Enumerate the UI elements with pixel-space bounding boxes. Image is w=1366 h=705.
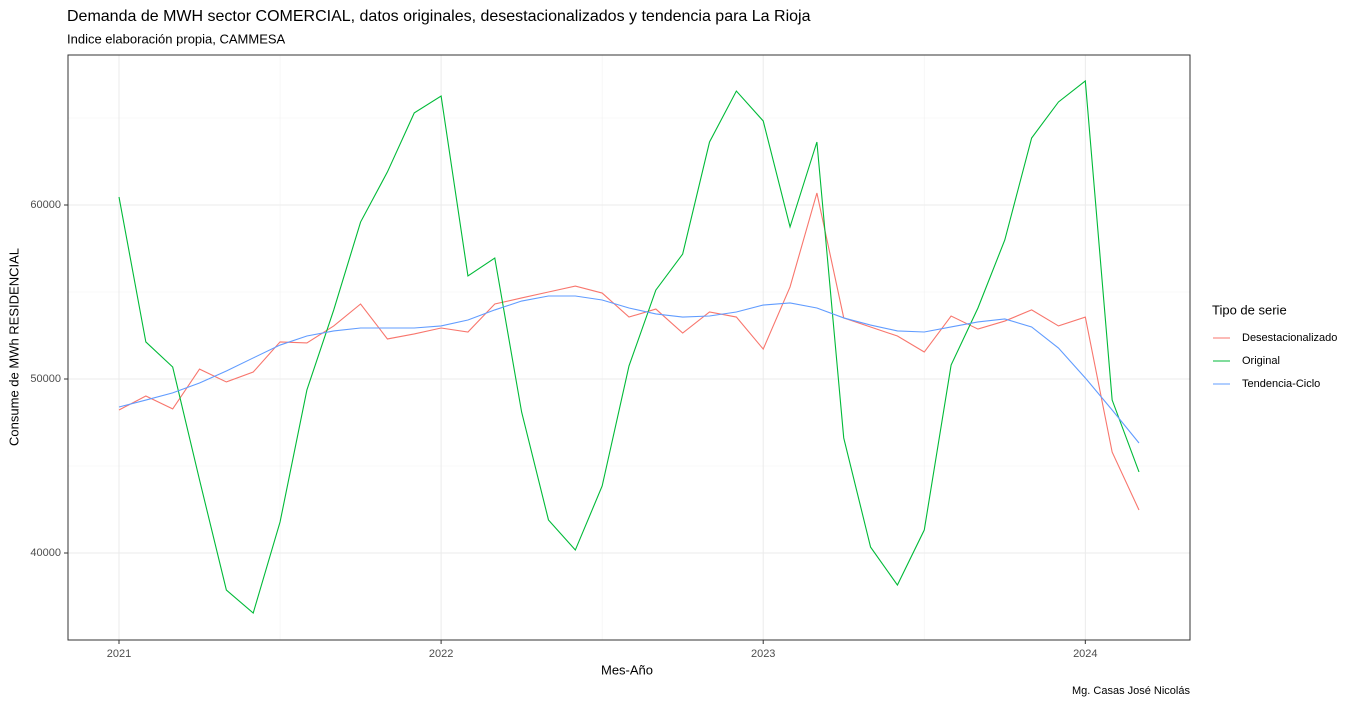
caption: Mg. Casas José Nicolás (1072, 685, 1190, 697)
legend-label: Original (1242, 355, 1280, 367)
legend-title: Tipo de serie (1212, 302, 1287, 317)
legend-label: Desestacionalizado (1242, 332, 1337, 344)
x-tick-label: 2023 (751, 648, 775, 660)
legend-label: Tendencia-Ciclo (1242, 378, 1320, 390)
x-tick-label: 2022 (429, 648, 453, 660)
y-tick-label: 60000 (30, 199, 61, 211)
x-tick-label: 2024 (1073, 648, 1097, 660)
x-axis-title: Mes-Año (601, 662, 653, 677)
series-line (118, 79, 1140, 614)
y-tick-label: 40000 (30, 547, 61, 559)
x-tick-label: 2021 (107, 648, 131, 660)
chart-title: Demanda de MWH sector COMERCIAL, datos o… (67, 8, 811, 25)
plot-border (67, 54, 1191, 641)
y-axis-title: Consume de MWh RESIDENCIAL (6, 248, 21, 446)
series-line (118, 295, 1140, 444)
chart-subtitle: Indice elaboración propia, CAMMESA (67, 31, 286, 46)
series-line (118, 192, 1140, 511)
y-tick-label: 50000 (30, 373, 61, 385)
